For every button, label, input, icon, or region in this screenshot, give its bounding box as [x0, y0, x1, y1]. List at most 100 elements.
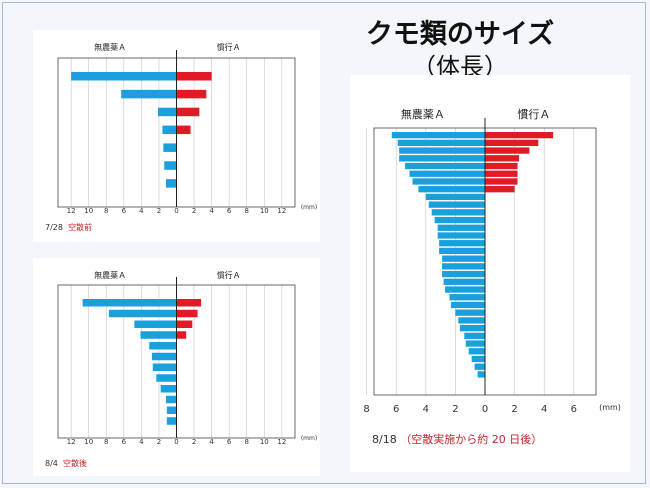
- butterfly-chart-0818: 無農薬Ａ 慣行Ａ 8 6 4 2 0 2 4 6 (mm): [363, 107, 621, 415]
- bar-right-3: [176, 125, 191, 135]
- bar-left-11: [166, 417, 177, 425]
- bar-left-7: [156, 374, 177, 382]
- bar-left-0: [391, 132, 485, 139]
- tick-label-7: 2: [192, 438, 196, 446]
- tick-label-5: 2: [157, 438, 161, 446]
- tick-label-4: 4: [139, 207, 144, 215]
- bar-right-2: [176, 107, 200, 117]
- bar-left-20: [445, 286, 485, 293]
- bar-right-7: [485, 186, 515, 193]
- tick-label-7: 6: [571, 404, 577, 415]
- bar-left-14: [439, 240, 485, 247]
- bar-left-6: [165, 179, 177, 188]
- bar-left-4: [163, 143, 177, 152]
- slide-frame: [2, 2, 646, 484]
- bar-left-9: [165, 395, 177, 404]
- tick-label-10: 8: [244, 207, 248, 215]
- title-line-1: クモ類のサイズ: [365, 19, 555, 50]
- bar-left-3: [399, 155, 485, 162]
- bar-left-4: [149, 342, 177, 350]
- tick-label-6: 0: [174, 438, 178, 446]
- caption-date: 8/4: [45, 459, 58, 468]
- bar-left-5: [409, 170, 485, 177]
- bar-left-16: [442, 255, 485, 262]
- chart-panel-0804: 無農薬Ａ 慣行Ａ 12 10 8 6 4 2 0 2 4 6 8 10 12 (mm) 8/4 空散後: [33, 258, 320, 476]
- tick-label-4: 4: [139, 438, 144, 446]
- bar-left-28: [468, 348, 485, 355]
- legend-right-name: 慣行Ａ: [217, 42, 241, 52]
- tick-label-4: 0: [482, 404, 488, 415]
- unit-label: (mm): [301, 435, 317, 442]
- bar-right-1: [485, 139, 539, 147]
- chart-panel-0728: 無農薬Ａ 慣行Ａ 12 10 8 6 4 2 0 2 4 6 8 10 12 (mm) 7/28 空散前: [33, 30, 320, 242]
- bar-left-8: [160, 385, 177, 393]
- caption-0804: 8/4 空散後: [45, 458, 87, 469]
- bar-left-0: [82, 299, 177, 307]
- caption-0818: 8/18 （空散実施から約 20 日後）: [372, 431, 542, 447]
- bar-left-3: [140, 331, 177, 339]
- bar-left-11: [434, 216, 485, 224]
- bar-left-17: [442, 263, 485, 270]
- bar-right-0: [485, 132, 554, 139]
- bar-left-3: [162, 125, 177, 135]
- caption-note: 空散前: [68, 223, 93, 232]
- bar-left-12: [437, 224, 485, 231]
- bar-left-1: [108, 309, 177, 318]
- bar-left-19: [443, 278, 485, 285]
- bar-left-9: [428, 201, 485, 208]
- bar-left-22: [450, 301, 485, 309]
- legend-right-name: 慣行Ａ: [217, 270, 241, 280]
- bar-left-10: [166, 406, 177, 414]
- bar-left-18: [442, 270, 485, 278]
- bar-left-0: [71, 72, 177, 81]
- tick-label-2: 8: [104, 207, 108, 215]
- tick-label-0: 8: [363, 404, 369, 415]
- caption-date: 8/18: [372, 433, 397, 446]
- tick-label-1: 10: [84, 207, 93, 215]
- bar-left-6: [152, 363, 177, 371]
- tick-label-9: 6: [227, 438, 232, 446]
- bar-right-4: [485, 162, 518, 170]
- bar-right-6: [485, 178, 518, 185]
- bar-right-0: [176, 299, 202, 307]
- tick-label-5: 2: [511, 404, 517, 415]
- tick-label-2: 8: [104, 438, 108, 446]
- tick-label-12: 12: [277, 438, 286, 446]
- tick-label-3: 6: [122, 207, 127, 215]
- bar-right-5: [485, 170, 518, 177]
- tick-label-8: 4: [209, 207, 214, 215]
- tick-label-2: 4: [423, 404, 429, 415]
- tick-label-0: 12: [67, 207, 76, 215]
- tick-label-8: 4: [209, 438, 214, 446]
- tick-label-10: 8: [244, 438, 248, 446]
- bar-left-2: [158, 107, 177, 117]
- bar-left-26: [464, 332, 485, 339]
- bar-right-3: [485, 155, 520, 162]
- tick-label-1: 6: [393, 404, 399, 415]
- bar-left-5: [164, 161, 177, 170]
- bar-left-8: [425, 193, 485, 201]
- tick-label-11: 10: [260, 207, 269, 215]
- legend-left-name: 無農薬Ａ: [401, 107, 445, 121]
- bar-left-24: [458, 317, 485, 324]
- bar-right-1: [176, 309, 198, 318]
- unit-label: (mm): [599, 403, 621, 412]
- bar-left-1: [121, 89, 177, 99]
- tick-label-3: 2: [452, 404, 458, 415]
- caption-note: （空散実施から約 20 日後）: [400, 433, 543, 446]
- caption-date: 7/28: [45, 223, 63, 232]
- legend-right-name: 慣行Ａ: [517, 107, 550, 121]
- slide-title: クモ類のサイズ （体長）: [340, 18, 580, 82]
- chart-panel-0818: 無農薬Ａ 慣行Ａ 8 6 4 2 0 2 4 6 (mm) 8/18 （空散実施から約 20 日後）: [350, 75, 630, 472]
- bar-left-6: [412, 178, 485, 185]
- tick-label-11: 10: [260, 438, 269, 446]
- butterfly-chart-0804: 無農薬Ａ 慣行Ａ 12 10 8 6 4 2 0 2 4 6 8 10 12 (mm): [57, 270, 317, 446]
- tick-label-3: 6: [122, 438, 127, 446]
- bar-left-29: [471, 355, 485, 363]
- bar-left-30: [474, 363, 485, 370]
- tick-label-6: 0: [174, 207, 178, 215]
- tick-label-12: 12: [277, 207, 286, 215]
- bar-right-0: [176, 72, 212, 81]
- tick-label-6: 4: [541, 404, 547, 415]
- bar-left-2: [134, 320, 177, 328]
